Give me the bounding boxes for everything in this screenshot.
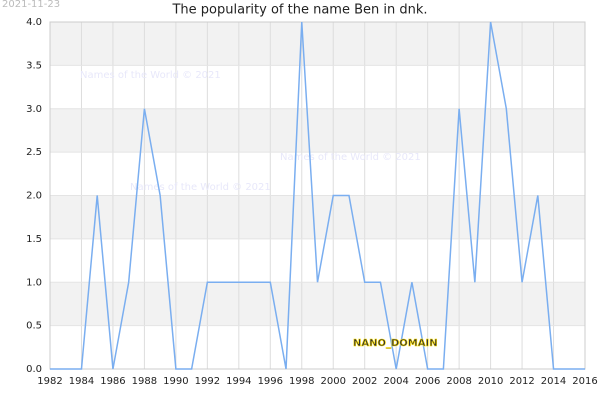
watermark: Names of the World © 2021 (80, 70, 221, 81)
y-tick-label: 3.0 (26, 104, 42, 115)
y-tick-label: 4.0 (26, 17, 42, 28)
watermark: Names of the World © 2021 (280, 152, 421, 163)
x-tick-label: 2016 (572, 376, 597, 387)
y-tick-label: 1.5 (26, 234, 42, 245)
watermark: Names of the World © 2021 (130, 182, 271, 193)
x-tick-label: 2010 (478, 376, 503, 387)
x-tick-label: 2012 (509, 376, 534, 387)
x-tick-label: 1996 (258, 376, 283, 387)
y-tick-label: 0.0 (26, 364, 42, 375)
x-tick-label: 1984 (69, 376, 94, 387)
x-tick-label: 1992 (195, 376, 220, 387)
x-tick-label: 1990 (163, 376, 188, 387)
x-tick-label: 1986 (100, 376, 125, 387)
x-tick-label: 2000 (321, 376, 346, 387)
y-tick-label: 2.5 (26, 147, 42, 158)
date-stamp: 2021-11-23 (2, 0, 60, 10)
grid-band (50, 195, 585, 239)
x-tick-label: 1994 (226, 376, 251, 387)
domain-label: NANO_DOMAIN (353, 338, 438, 349)
y-tick-label: 0.5 (26, 321, 42, 332)
y-tick-label: 1.0 (26, 277, 42, 288)
grid-band (50, 22, 585, 66)
x-tick-label: 2004 (383, 376, 408, 387)
y-tick-label: 2.0 (26, 191, 42, 202)
grid-band (50, 282, 585, 326)
x-tick-label: 2006 (415, 376, 440, 387)
x-tick-label: 1982 (37, 376, 62, 387)
grid-band (50, 108, 585, 153)
y-tick-label: 3.5 (26, 60, 42, 71)
x-tick-label: 1998 (289, 376, 314, 387)
x-tick-label: 2014 (541, 376, 566, 387)
data-line (50, 21, 585, 370)
x-tick-label: 2008 (446, 376, 471, 387)
x-tick-label: 1988 (132, 376, 157, 387)
chart-title: The popularity of the name Ben in dnk. (171, 3, 427, 18)
plot-frame (49, 21, 586, 370)
x-tick-label: 2002 (352, 376, 377, 387)
